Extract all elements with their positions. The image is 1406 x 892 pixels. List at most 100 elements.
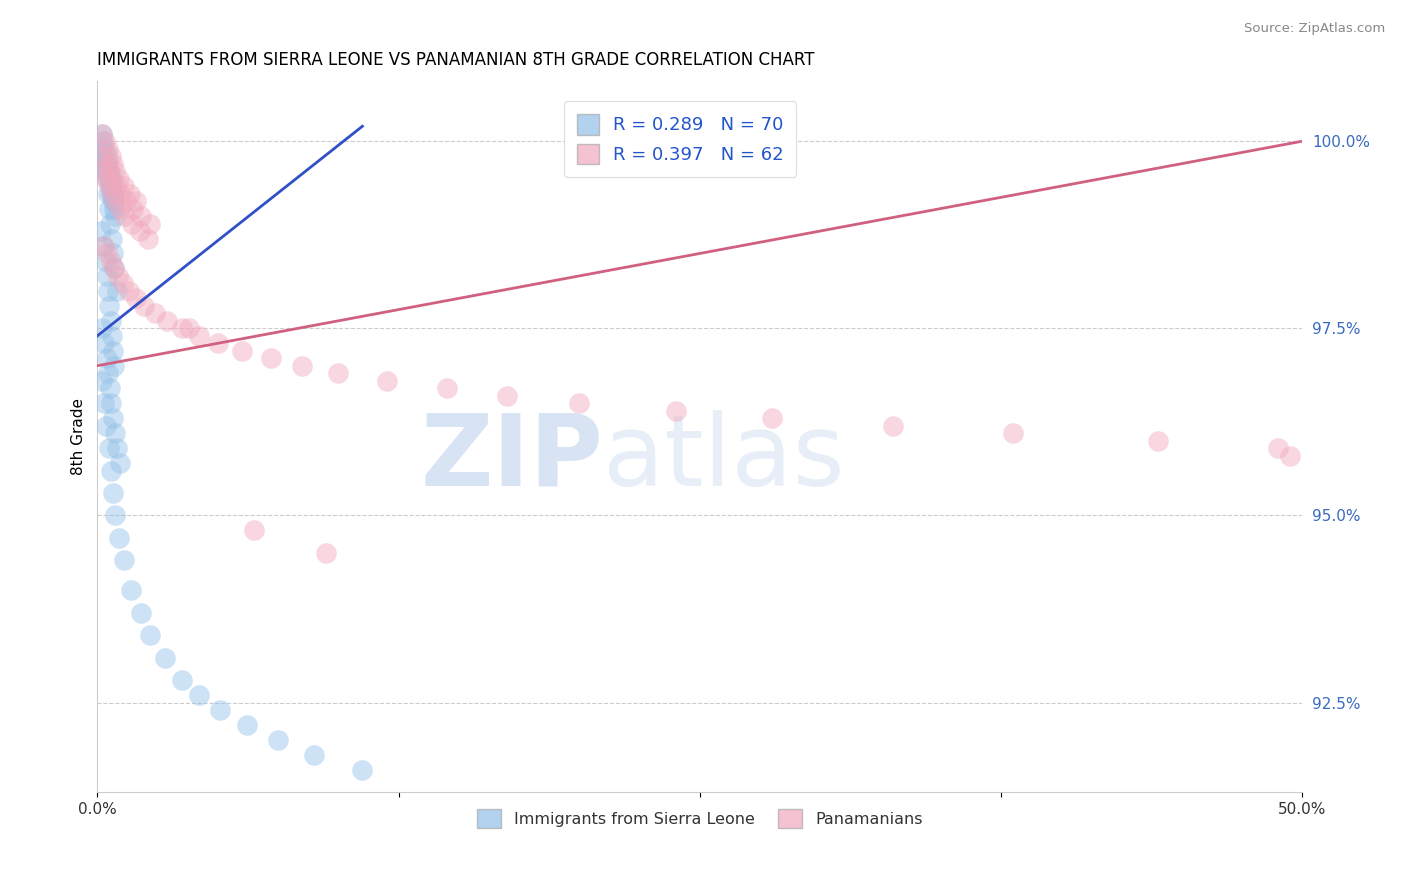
Point [328, 366, 350, 380]
Text: IMMIGRANTS FROM SIERRA LEONE VS PANAMANIAN 8TH GRADE CORRELATION CHART: IMMIGRANTS FROM SIERRA LEONE VS PANAMANI… [97, 51, 815, 69]
Point [93, 239, 115, 253]
Point [104, 426, 127, 441]
Point [111, 277, 134, 291]
Point [97, 366, 120, 380]
Point [93, 142, 115, 156]
Point [1146, 434, 1168, 448]
Point [121, 217, 143, 231]
Point [91, 321, 114, 335]
Point [125, 292, 148, 306]
Point [108, 531, 131, 545]
Point [97, 171, 120, 186]
Point [139, 217, 162, 231]
Point [156, 314, 179, 328]
Point [100, 314, 122, 328]
Point [302, 747, 325, 762]
Point [90, 127, 112, 141]
Point [96, 171, 118, 186]
Point [91, 127, 114, 141]
Point [94, 171, 117, 186]
Point [101, 156, 124, 170]
Point [112, 553, 135, 567]
Point [260, 351, 283, 366]
Point [291, 359, 314, 373]
Point [267, 733, 290, 747]
Point [103, 261, 125, 276]
Point [120, 583, 142, 598]
Point [187, 328, 209, 343]
Point [105, 179, 128, 194]
Point [209, 703, 232, 717]
Point [98, 299, 121, 313]
Text: ZIP: ZIP [420, 409, 603, 507]
Point [105, 284, 128, 298]
Point [100, 396, 122, 410]
Point [101, 171, 124, 186]
Point [118, 186, 141, 201]
Point [93, 336, 115, 351]
Point [104, 209, 127, 223]
Point [97, 186, 120, 201]
Point [91, 164, 114, 178]
Point [97, 179, 120, 194]
Point [107, 268, 129, 283]
Point [170, 321, 193, 335]
Point [115, 194, 138, 208]
Point [91, 134, 114, 148]
Point [96, 164, 118, 178]
Point [93, 134, 115, 148]
Point [96, 156, 118, 170]
Point [101, 231, 124, 245]
Point [101, 343, 124, 358]
Text: Source: ZipAtlas.com: Source: ZipAtlas.com [1244, 22, 1385, 36]
Point [100, 149, 122, 163]
Point [1267, 441, 1289, 455]
Point [101, 328, 124, 343]
Point [98, 164, 121, 178]
Point [101, 246, 124, 260]
Point [90, 374, 112, 388]
Point [1279, 449, 1302, 463]
Point [93, 396, 115, 410]
Point [101, 194, 124, 208]
Point [243, 524, 266, 538]
Point [761, 411, 783, 425]
Point [235, 718, 257, 732]
Point [97, 441, 120, 455]
Point [100, 254, 122, 268]
Point [170, 673, 193, 687]
Legend: Immigrants from Sierra Leone, Panamanians: Immigrants from Sierra Leone, Panamanian… [471, 803, 929, 834]
Point [108, 456, 131, 470]
Point [93, 149, 115, 163]
Point [231, 343, 253, 358]
Point [101, 486, 124, 500]
Point [352, 763, 374, 777]
Text: atlas: atlas [603, 409, 845, 507]
Point [177, 321, 200, 335]
Point [98, 179, 121, 194]
Point [94, 156, 117, 170]
Point [134, 299, 156, 313]
Point [108, 202, 131, 216]
Point [104, 194, 127, 208]
Point [187, 688, 209, 702]
Point [129, 606, 152, 620]
Point [100, 171, 122, 186]
Point [110, 186, 132, 201]
Point [114, 209, 136, 223]
Point [112, 179, 135, 194]
Point [139, 628, 162, 642]
Point [100, 186, 122, 201]
Point [101, 186, 124, 201]
Point [108, 171, 131, 186]
Point [96, 268, 118, 283]
Point [94, 418, 117, 433]
Point [98, 202, 121, 216]
Point [104, 508, 127, 523]
Point [98, 217, 121, 231]
Point [103, 359, 125, 373]
Point [93, 149, 115, 163]
Point [103, 261, 125, 276]
Point [105, 441, 128, 455]
Point [93, 164, 115, 178]
